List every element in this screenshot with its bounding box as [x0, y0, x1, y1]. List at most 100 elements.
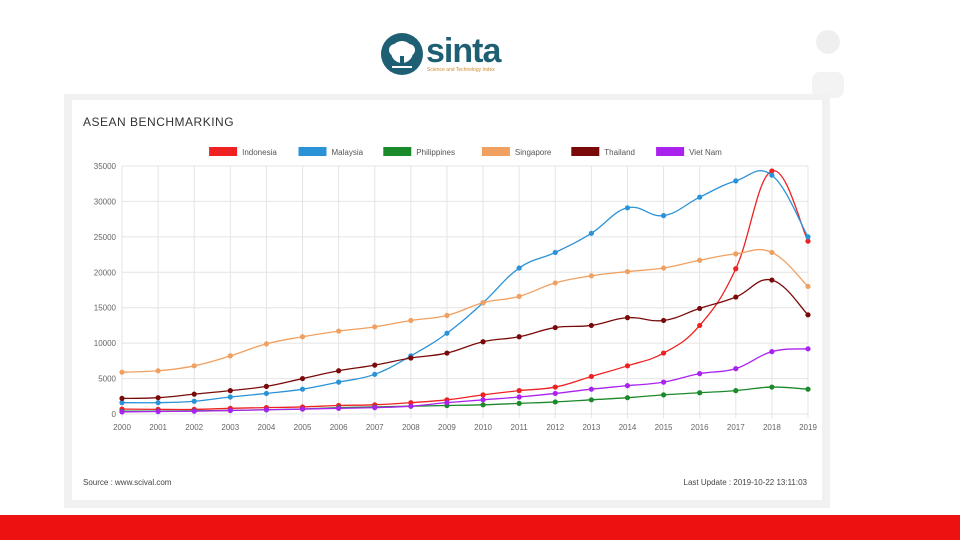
data-point-thailand [263, 383, 270, 389]
x-tick-label: 2012 [546, 423, 564, 432]
data-point-viet-nam [372, 405, 378, 411]
y-tick-label: 20000 [94, 268, 117, 277]
x-tick-label: 2001 [149, 423, 167, 432]
data-point-singapore [299, 334, 306, 340]
data-point-thailand [191, 391, 197, 397]
x-tick-label: 2014 [619, 423, 637, 432]
data-point-indonesia [805, 238, 811, 244]
legend-label-malaysia: Malaysia [332, 148, 364, 157]
data-point-malaysia [769, 172, 775, 178]
data-point-philippines [552, 399, 558, 405]
data-point-viet-nam [444, 400, 450, 406]
x-tick-label: 2010 [474, 423, 492, 432]
data-point-malaysia [660, 213, 667, 219]
data-point-singapore [805, 283, 811, 290]
data-point-viet-nam [660, 379, 667, 385]
data-point-thailand [444, 350, 450, 356]
data-point-viet-nam [263, 407, 270, 413]
series-line-thailand [121, 278, 809, 400]
data-point-viet-nam [480, 397, 486, 403]
data-point-malaysia [733, 178, 739, 184]
x-tick-label: 2002 [185, 423, 203, 432]
data-point-viet-nam [588, 386, 594, 392]
y-tick-label: 30000 [94, 197, 117, 206]
data-point-malaysia [516, 265, 522, 271]
data-point-singapore [516, 293, 522, 299]
data-point-viet-nam [769, 349, 775, 355]
data-point-singapore [660, 265, 667, 271]
line-chart: 0 5000 10000 15000 20000 25000 30000 35000 2000 2… [94, 147, 817, 432]
data-point-thailand [697, 305, 703, 312]
data-point-viet-nam [299, 406, 306, 412]
data-point-thailand [227, 388, 233, 394]
data-point-philippines [624, 395, 631, 401]
logo-wordmark: sinta [426, 32, 501, 70]
series-line-indonesia [121, 170, 809, 411]
data-point-viet-nam [408, 403, 414, 409]
data-point-malaysia [805, 234, 811, 240]
x-tick-label: 2000 [113, 423, 131, 432]
panel-title: ASEAN BENCHMARKING [83, 115, 235, 129]
data-point-thailand [155, 395, 161, 401]
sinta-logo: sinta Science and Technology Index [380, 32, 520, 78]
y-tick-label: 10000 [94, 339, 117, 348]
data-point-philippines [588, 397, 594, 403]
data-point-thailand [480, 339, 486, 345]
series-line-malaysia [121, 170, 809, 404]
data-point-malaysia [552, 249, 558, 256]
data-point-thailand [588, 322, 594, 329]
data-point-malaysia [624, 205, 631, 211]
data-point-viet-nam [516, 394, 522, 400]
data-point-viet-nam [805, 346, 811, 352]
y-tick-label: 15000 [94, 304, 117, 313]
x-tick-label: 2019 [799, 423, 817, 432]
x-tick-label: 2003 [221, 423, 239, 432]
data-point-singapore [155, 368, 161, 374]
data-point-singapore [733, 251, 739, 257]
data-point-philippines [660, 392, 667, 398]
data-point-indonesia [660, 350, 667, 356]
legend-swatch-malaysia [298, 147, 327, 156]
series-line-singapore [121, 248, 809, 373]
data-point-philippines [697, 390, 703, 396]
legend-swatch-thailand [571, 147, 600, 156]
legend-swatch-indonesia [209, 147, 238, 156]
data-point-malaysia [227, 394, 233, 400]
data-point-indonesia [769, 168, 775, 174]
data-point-singapore [227, 353, 233, 359]
chart-panel: ASEAN BENCHMARKING 0 5000 10000 15000 20000 2… [72, 100, 822, 500]
series-line-viet-nam [121, 348, 809, 413]
data-point-indonesia [588, 373, 594, 380]
data-point-malaysia [444, 330, 450, 336]
legend-label-thailand: Thailand [604, 148, 635, 157]
data-point-singapore [444, 312, 450, 319]
y-tick-label: 35000 [94, 162, 117, 171]
data-point-malaysia [588, 230, 594, 236]
data-point-singapore [769, 249, 775, 256]
logo-tagline: Science and Technology Index [427, 67, 495, 73]
data-point-thailand [805, 312, 811, 318]
data-point-singapore [408, 317, 414, 324]
data-point-malaysia [119, 400, 125, 406]
data-point-viet-nam [191, 408, 197, 414]
data-point-malaysia [299, 386, 306, 392]
data-point-viet-nam [733, 366, 739, 372]
data-point-thailand [624, 315, 631, 321]
data-point-indonesia [733, 266, 739, 272]
last-update: Last Update : 2019-10-22 13:11:03 [683, 478, 808, 487]
data-point-viet-nam [624, 383, 631, 389]
data-point-malaysia [336, 379, 342, 385]
data-point-singapore [372, 324, 378, 330]
data-point-philippines [805, 386, 811, 392]
legend-label-viet-nam: Viet Nam [689, 148, 722, 157]
legend-swatch-philippines [383, 147, 412, 156]
data-point-singapore [191, 363, 197, 369]
source-note: Source : www.scival.com [83, 478, 172, 487]
data-point-singapore [263, 341, 270, 347]
data-point-thailand [660, 317, 667, 324]
x-tick-label: 2015 [655, 423, 673, 432]
data-point-singapore [480, 300, 486, 306]
data-point-singapore [624, 268, 631, 275]
data-point-viet-nam [336, 405, 342, 411]
x-tick-label: 2008 [402, 423, 420, 432]
